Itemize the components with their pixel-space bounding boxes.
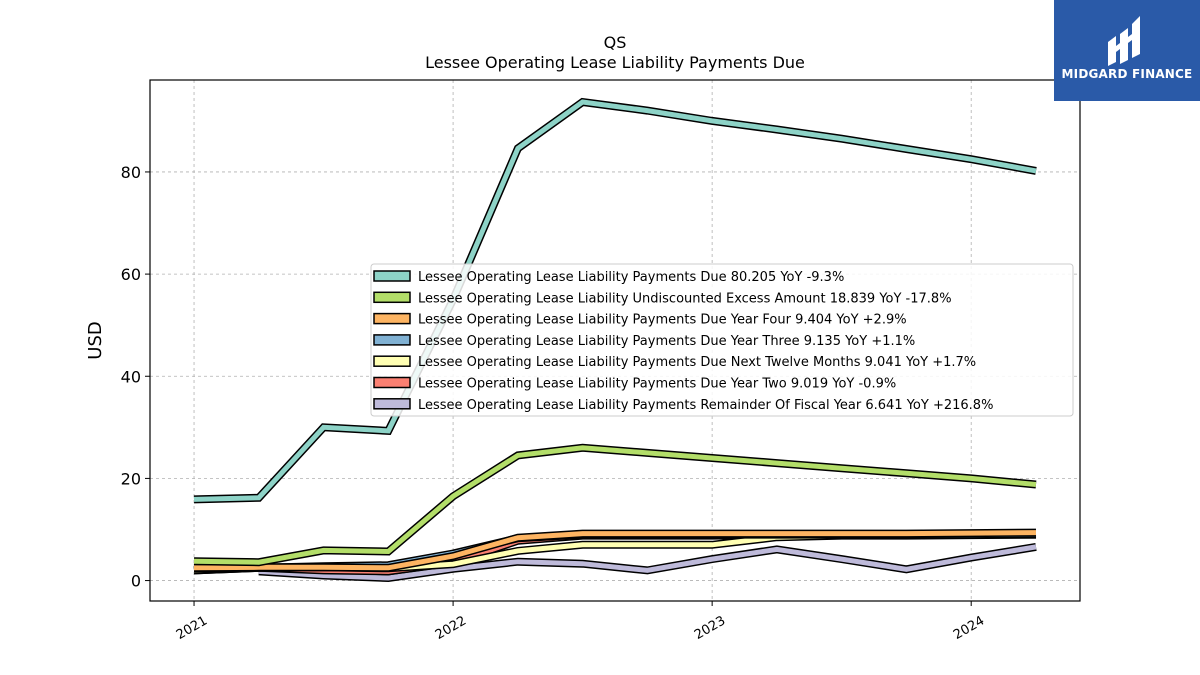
legend-entry: Lessee Operating Lease Liability Payment… (418, 377, 896, 392)
y-tick-label: 0 (131, 572, 141, 591)
series-3-line (193, 530, 1037, 571)
plot-frame (149, 79, 1081, 602)
legend-swatch (373, 355, 411, 367)
legend-swatch (373, 291, 411, 304)
legend: Lessee Operating Lease Liability Payment… (370, 263, 1074, 417)
legend-entry: Lessee Operating Lease Liability Payment… (418, 334, 915, 349)
legend-entry: Lessee Operating Lease Liability Undisco… (418, 291, 952, 306)
y-tick-label: 80 (121, 163, 141, 182)
x-tick-label: 2021 (174, 613, 210, 643)
legend-entry: Lessee Operating Lease Liability Payment… (418, 355, 976, 370)
legend-entry: Lessee Operating Lease Liability Payment… (418, 313, 907, 328)
series-2-line (193, 445, 1037, 565)
y-tick-label: 20 (121, 469, 141, 488)
series-lines (193, 97, 1037, 583)
logo-mark-icon (1108, 16, 1140, 66)
series-2-group (193, 443, 1037, 567)
x-tick-label: 2023 (692, 613, 728, 643)
series-7-group (258, 542, 1037, 583)
chart-title: QS (603, 33, 627, 52)
x-tick-label: 2022 (433, 613, 469, 643)
legend-entry: Lessee Operating Lease Liability Payment… (418, 398, 993, 413)
legend-box (370, 263, 1074, 417)
legend-swatch (373, 270, 411, 282)
legend-swatch (373, 334, 411, 346)
midgard-finance-logo: MIDGARD FINANCE (1054, 0, 1200, 101)
legend-swatch (373, 312, 411, 325)
series-3-group (193, 528, 1037, 572)
y-tick-label: 40 (121, 367, 141, 386)
logo-text: MIDGARD FINANCE (1061, 67, 1193, 81)
y-tick-label: 60 (121, 265, 141, 284)
series-1-group (193, 97, 1037, 504)
y-axis-label: USD (85, 321, 106, 359)
chart-subtitle: Lessee Operating Lease Liability Payment… (425, 53, 805, 72)
legend-swatch (373, 376, 411, 389)
series-1-line (193, 99, 1037, 502)
legend-entry: Lessee Operating Lease Liability Payment… (418, 270, 844, 285)
series-7-line (258, 544, 1037, 581)
legend-swatch (373, 398, 411, 410)
x-tick-label: 2024 (951, 613, 987, 643)
